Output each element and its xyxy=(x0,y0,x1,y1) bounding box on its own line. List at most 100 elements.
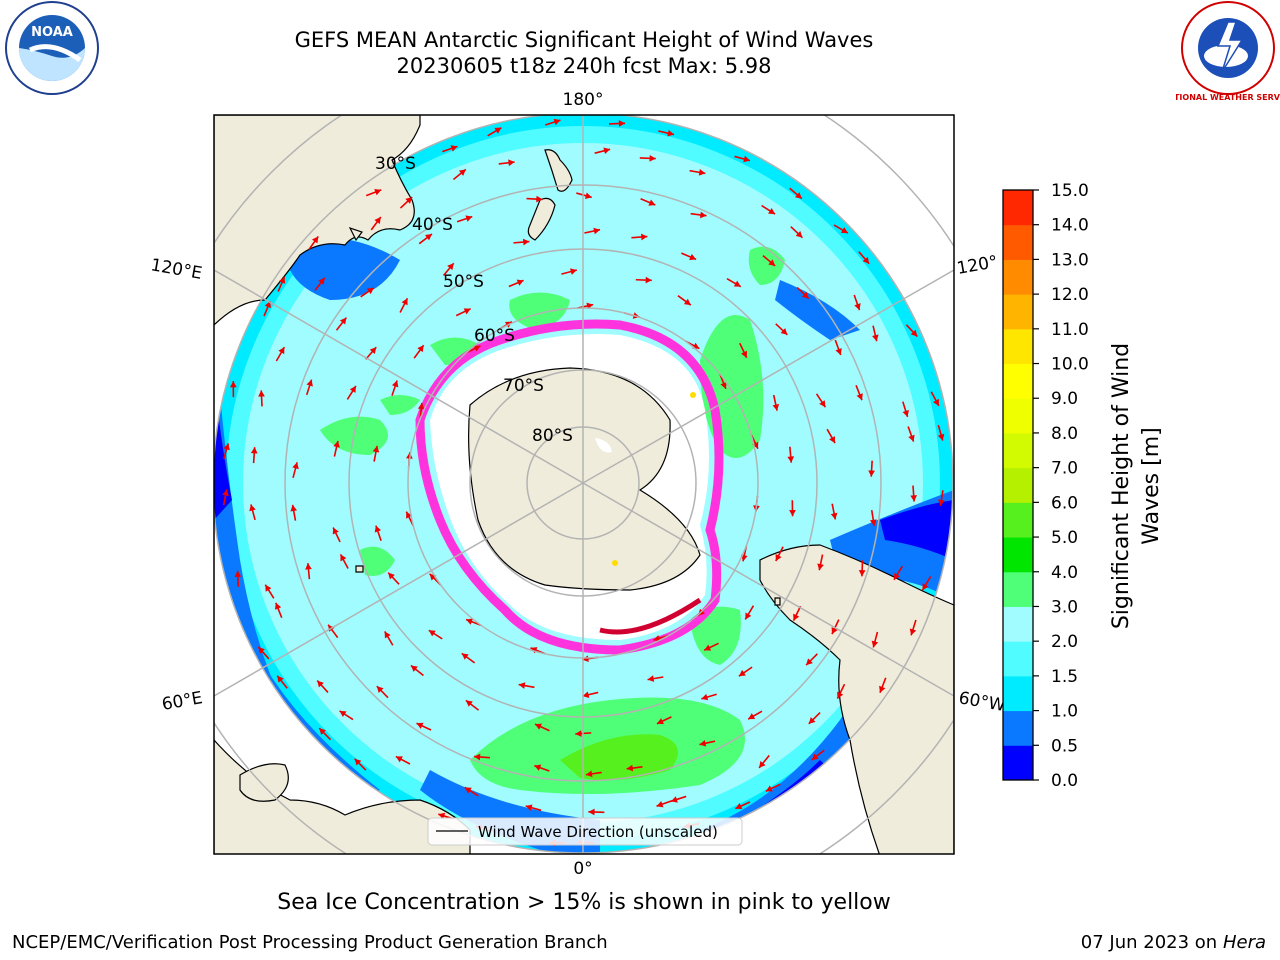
wind-arrow-head xyxy=(417,402,425,410)
wind-arrow-head xyxy=(229,381,237,388)
wind-arrow-head xyxy=(317,680,324,688)
chart-title: GEFS MEAN Antarctic Significant Height o… xyxy=(294,28,874,52)
wind-arrow-head xyxy=(374,525,382,533)
wind-arrow-head xyxy=(354,758,362,766)
colorbar-tick-label: 11.0 xyxy=(1051,320,1089,340)
colorbar-segment xyxy=(1003,432,1033,469)
wind-arrow-head xyxy=(391,380,399,388)
wind-arrow-head xyxy=(740,350,748,358)
wind-arrow-head xyxy=(738,669,746,677)
lon-label-top: 180° xyxy=(563,90,604,110)
footer-host: Hera xyxy=(1222,932,1266,953)
colorbar-segment xyxy=(1003,606,1033,642)
wind-arrow-head xyxy=(701,693,709,701)
wind-arrow-head xyxy=(819,400,826,408)
wind-arrow-head xyxy=(518,682,526,689)
wind-arrow-head xyxy=(656,800,664,808)
wind-arrow-head xyxy=(854,303,861,311)
wind-arrow-head xyxy=(522,238,530,246)
wind-arrow-head xyxy=(910,495,918,502)
wind-arrow-head xyxy=(508,159,515,167)
wind-arrow-head xyxy=(292,462,299,470)
nws-logo-icon: NATIONAL WEATHER SERVICE xyxy=(1176,1,1280,102)
wind-arrow-head xyxy=(305,563,312,570)
colorbar-tick-label: 0.5 xyxy=(1051,736,1078,756)
lat-label-70s: 70°S xyxy=(503,376,544,396)
wind-arrow-head xyxy=(249,504,256,512)
wind-arrow-head xyxy=(458,169,466,176)
colorbar-tick-label: 3.0 xyxy=(1051,597,1078,617)
wind-arrow-head xyxy=(278,347,285,355)
map-legend: Wind Wave Direction (unscaled) xyxy=(427,817,743,846)
lon-label-upper-left: 120°E xyxy=(149,255,203,284)
wind-arrow-head xyxy=(670,796,678,803)
wind-arrow-head xyxy=(641,233,648,241)
wind-arrow-head xyxy=(290,504,298,512)
wind-arrow-head xyxy=(748,713,756,720)
wind-arrow-head xyxy=(374,188,382,196)
wind-arrow-head xyxy=(806,658,813,666)
lat-label-80s: 80°S xyxy=(532,426,573,446)
wind-arrow-head xyxy=(811,753,819,760)
wind-arrow-head xyxy=(465,215,473,222)
footer-credit: NCEP/EMC/Verification Post Processing Pr… xyxy=(12,932,608,953)
wind-arrow-head xyxy=(274,602,282,610)
wind-arrow-head xyxy=(830,512,838,520)
colorbar-tick-label: 4.0 xyxy=(1051,563,1078,583)
wind-arrow-head xyxy=(366,287,374,295)
antarctica xyxy=(415,319,724,655)
colorbar-tick-label: 10.0 xyxy=(1051,355,1089,375)
wind-arrow-head xyxy=(447,263,454,271)
wind-arrow-head xyxy=(879,685,886,693)
colorbar-label-line2: Waves [m] xyxy=(1139,427,1164,545)
wind-arrow-head xyxy=(258,646,265,654)
wind-arrow-head xyxy=(618,120,626,127)
wind-arrow-head xyxy=(388,572,395,580)
wind-arrow-head xyxy=(406,452,413,459)
wind-arrow-head xyxy=(752,441,759,449)
wind-arrow-head xyxy=(405,197,413,204)
wind-arrow-head xyxy=(872,334,879,342)
wind-arrow-head xyxy=(603,147,611,155)
colorbar-segment xyxy=(1003,259,1033,295)
wind-arrow-head xyxy=(593,227,601,235)
wind-arrow-head xyxy=(223,443,230,451)
noaa-logo-icon: NOAA xyxy=(5,1,99,95)
wind-arrow-head xyxy=(277,675,284,683)
wind-arrow-head xyxy=(871,640,879,648)
wind-arrow-head xyxy=(306,379,313,387)
wind-arrow-head xyxy=(222,489,229,497)
wind-arrow-head xyxy=(829,436,836,444)
wind-arrow-head xyxy=(801,291,809,299)
wind-arrow-head xyxy=(835,348,842,356)
lat-label-30s: 30°S xyxy=(375,154,416,174)
colorbar-label-line1: Significant Height of Wind xyxy=(1109,342,1134,630)
wind-arrow-head xyxy=(908,434,915,442)
wind-arrow-head xyxy=(922,583,929,591)
wind-arrow-head xyxy=(902,410,909,417)
wind-arrow-head xyxy=(463,308,471,315)
wind-arrow-head xyxy=(772,403,780,411)
wind-arrow-head xyxy=(464,787,472,794)
wind-arrow-head xyxy=(780,328,788,335)
land-layer xyxy=(214,115,954,854)
wind-arrow-head xyxy=(264,301,271,309)
wind-arrow-head xyxy=(933,398,939,406)
lon-label-lower-left: 60°E xyxy=(160,688,204,715)
wind-arrow-head xyxy=(318,277,325,285)
wind-arrow-head xyxy=(319,728,327,735)
wind-arrow-head xyxy=(768,207,776,215)
wind-arrow-head xyxy=(699,739,707,747)
colorbar-tick-label: 8.0 xyxy=(1051,424,1078,444)
wind-arrow-head xyxy=(588,808,595,816)
map-frame xyxy=(213,114,955,855)
colorbar-segment xyxy=(1003,641,1033,677)
nws-logo-text: NATIONAL WEATHER SERVICE xyxy=(1176,93,1280,102)
wind-arrow-head xyxy=(808,717,816,724)
colorbar-segment xyxy=(1003,745,1033,781)
wind-arrow-head xyxy=(647,675,655,682)
wind-arrow-head xyxy=(265,584,272,592)
colorbar-segment xyxy=(1003,363,1033,399)
footer-date-text: 07 Jun 2023 on xyxy=(1080,932,1218,953)
